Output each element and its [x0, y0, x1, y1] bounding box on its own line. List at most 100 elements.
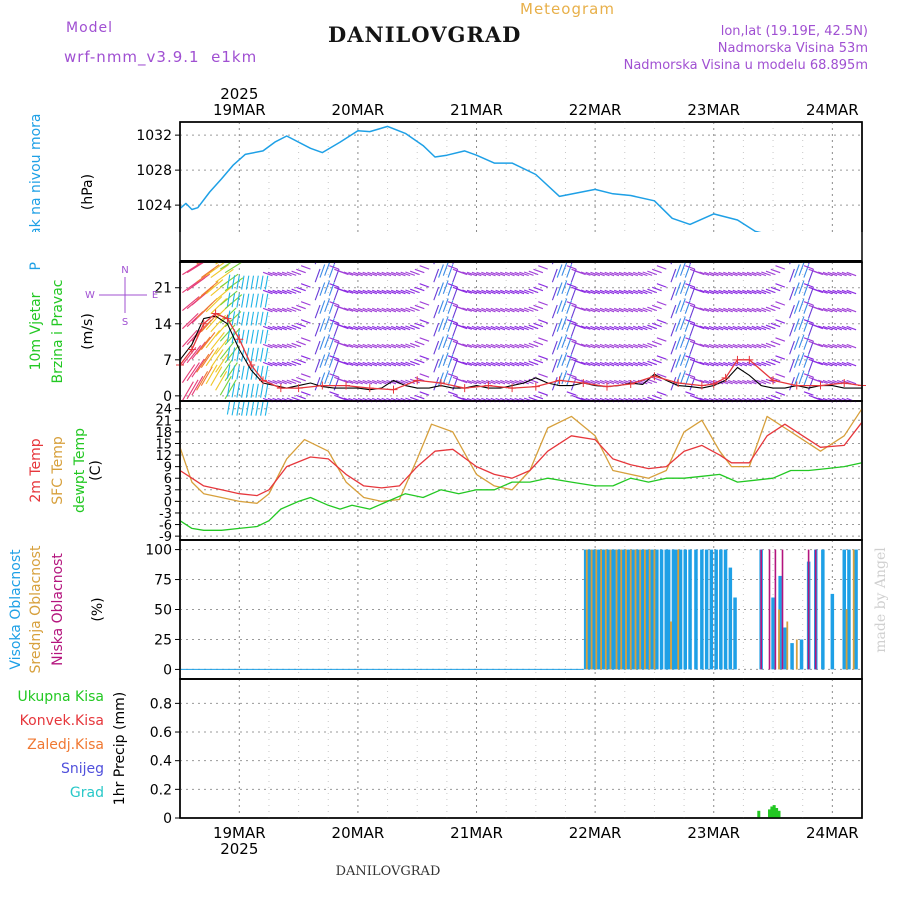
wind-arrow: [186, 345, 202, 364]
wind-arrow: [566, 283, 577, 288]
wind-arrow: [628, 307, 638, 313]
wind-arrow: [746, 289, 757, 295]
wind-arrow: [556, 282, 563, 296]
wind-arrow: [846, 343, 857, 349]
wind-arrow: [675, 318, 682, 332]
cloud-bar: [630, 549, 634, 670]
wind-arrow: [604, 379, 615, 385]
wind-arrow: [490, 289, 501, 295]
wind-speed-marker: [342, 381, 351, 390]
cloud-bar: [786, 621, 789, 670]
cloud-bar: [671, 549, 676, 670]
wind-arrow: [556, 354, 563, 368]
bottom-day-label: 23MAR: [687, 824, 740, 842]
wind-arrow: [405, 343, 415, 349]
wind-arrow: [362, 307, 373, 313]
y-tick-label: 24: [155, 403, 172, 418]
wind-arrow: [528, 342, 539, 348]
wind-arrow: [250, 329, 255, 344]
wind-arrow: [272, 289, 283, 295]
wind-arrow: [338, 270, 349, 276]
wind-arrow: [770, 286, 781, 292]
wind-arrow: [329, 301, 340, 306]
cloud-ylabel: (%): [90, 597, 106, 621]
wind-arrow: [481, 325, 491, 331]
wind-arrow: [580, 325, 591, 330]
wind-arrow: [576, 378, 586, 384]
wind-arrow: [551, 268, 558, 283]
wind-arrow: [708, 289, 719, 295]
cloud-bar: [728, 567, 733, 670]
wind-arrow: [723, 361, 733, 367]
cloud-bar: [642, 549, 646, 670]
wind-arrow: [457, 360, 468, 366]
wind-arrow: [262, 271, 273, 277]
wind-arrow: [742, 289, 752, 295]
wind-arrow: [770, 340, 781, 346]
wind-arrow: [314, 358, 321, 373]
wind-arrow: [699, 289, 710, 294]
wind-arrow: [576, 396, 586, 402]
wind-arrow: [793, 318, 800, 332]
wind-arrow: [561, 316, 568, 330]
wind-arrow: [224, 277, 244, 292]
wind-arrow: [262, 343, 273, 349]
wind-speed-marker: [211, 309, 220, 318]
wind-arrow: [267, 343, 278, 349]
wind-arrow: [670, 286, 677, 301]
cloud-bar: [585, 549, 588, 670]
wind-arrow: [231, 365, 236, 380]
wind-arrow: [485, 271, 496, 277]
wind-arrow: [433, 358, 440, 373]
wind-arrow: [628, 361, 638, 367]
cloud-bar: [854, 549, 858, 670]
wind-arrow: [623, 325, 634, 331]
wind-arrow: [241, 311, 245, 326]
wind-arrow: [737, 379, 748, 385]
wind-arrow: [381, 361, 392, 367]
wind-speed-marker: [721, 373, 730, 382]
wind-arrow: [291, 360, 302, 366]
wind-arrow: [652, 340, 662, 346]
wind-arrow: [803, 355, 814, 360]
wind-arrow: [576, 360, 586, 366]
wind-arrow: [675, 354, 682, 368]
wind-arrow: [219, 358, 234, 378]
wind-arrow: [367, 379, 378, 385]
precip-legend-label: Ukupna Kisa: [17, 689, 104, 705]
wind-arrow: [348, 379, 359, 385]
wind-arrow: [656, 283, 667, 288]
wind-arrow: [353, 343, 363, 349]
side-label: Niska Oblacnost: [50, 553, 66, 666]
wind-arrow: [509, 361, 520, 367]
wind-arrow: [414, 268, 425, 274]
wind-arrow: [708, 307, 719, 313]
wind-arrow: [286, 271, 297, 276]
wind-arrow: [585, 379, 596, 385]
wind-arrow: [704, 325, 714, 331]
wind-arrow: [281, 289, 292, 295]
wind-arrow: [205, 296, 223, 313]
precip-legend-label: Zaledj.Kisa: [27, 737, 104, 753]
wind-arrow: [599, 343, 610, 349]
wind-arrow: [348, 307, 359, 313]
wind-arrow: [215, 336, 230, 355]
y-tick-label: 1024: [136, 198, 172, 214]
wind-arrow: [296, 304, 306, 310]
wind-arrow: [727, 343, 738, 349]
wind-arrow: [685, 265, 695, 270]
wind-arrow: [410, 396, 420, 402]
wind-arrow: [576, 288, 586, 294]
wind-arrow: [761, 343, 771, 349]
wind-arrow: [827, 307, 838, 313]
wind-arrow: [236, 401, 240, 416]
wind-arrow: [656, 265, 667, 270]
wind-arrow: [291, 324, 302, 330]
wind-arrow: [215, 268, 234, 283]
wind-arrow: [457, 306, 468, 312]
wind-speed-marker: [555, 376, 564, 385]
wind-arrow: [761, 325, 771, 330]
wind-arrow: [262, 325, 273, 331]
wind-arrow: [642, 379, 653, 385]
wind-arrow: [395, 343, 406, 349]
